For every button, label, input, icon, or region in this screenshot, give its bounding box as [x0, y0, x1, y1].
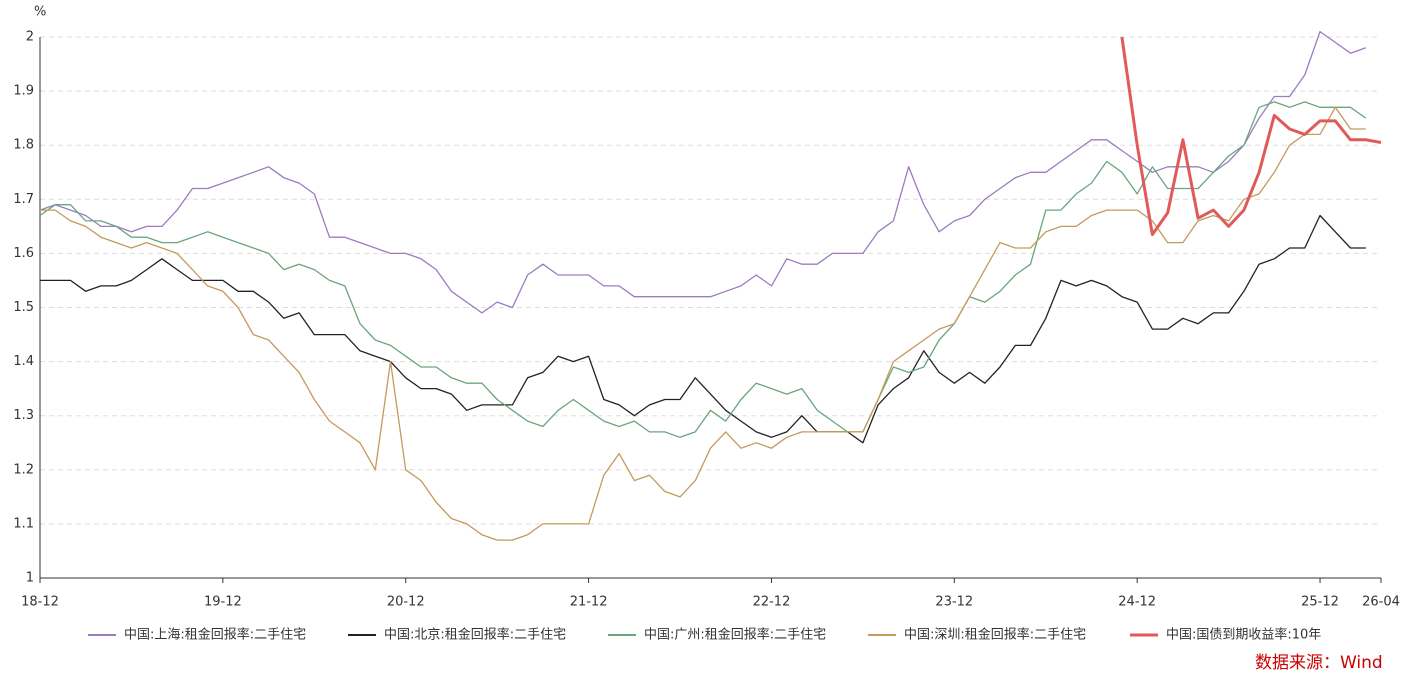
y-tick-label: 1: [26, 571, 34, 586]
y-axis-label: %: [34, 5, 46, 20]
x-tick-label: 22-12: [753, 595, 791, 610]
y-tick-label: 1.3: [13, 408, 34, 423]
y-tick-label: 1.7: [13, 192, 34, 207]
legend-label: 中国:国债到期收益率:10年: [1166, 627, 1321, 643]
series-line: [1120, 36, 1382, 236]
x-tick-label: 25-12: [1301, 595, 1339, 610]
series-line: [39, 30, 1367, 314]
series-line: [39, 101, 1367, 438]
series-line: [40, 106, 1366, 541]
y-tick-label: 2: [26, 30, 34, 45]
y-tick-label: 1.9: [13, 84, 34, 99]
x-tick-label: 24-12: [1118, 595, 1156, 610]
x-tick-label: 19-12: [204, 595, 242, 610]
legend-label: 中国:广州:租金回报率:二手住宅: [644, 627, 826, 643]
y-tick-label: 1.2: [13, 462, 34, 477]
y-tick-label: 1.4: [13, 354, 34, 369]
x-tick-label: 20-12: [387, 595, 425, 610]
x-tick-label: 26-04: [1362, 595, 1400, 610]
y-tick-label: 1.5: [13, 300, 34, 315]
x-tick-label: 23-12: [935, 595, 973, 610]
y-tick-label: 1.1: [13, 516, 34, 531]
x-tick-label: 21-12: [570, 595, 608, 610]
y-tick-label: 1.8: [13, 138, 34, 153]
source-note: 数据来源：Wind: [1255, 653, 1383, 673]
y-tick-label: 1.6: [13, 246, 34, 261]
legend-label: 中国:北京:租金回报率:二手住宅: [384, 627, 566, 643]
x-tick-label: 18-12: [21, 595, 59, 610]
legend-label: 中国:上海:租金回报率:二手住宅: [124, 627, 306, 643]
legend-label: 中国:深圳:租金回报率:二手住宅: [904, 627, 1086, 643]
series-line: [40, 214, 1366, 444]
